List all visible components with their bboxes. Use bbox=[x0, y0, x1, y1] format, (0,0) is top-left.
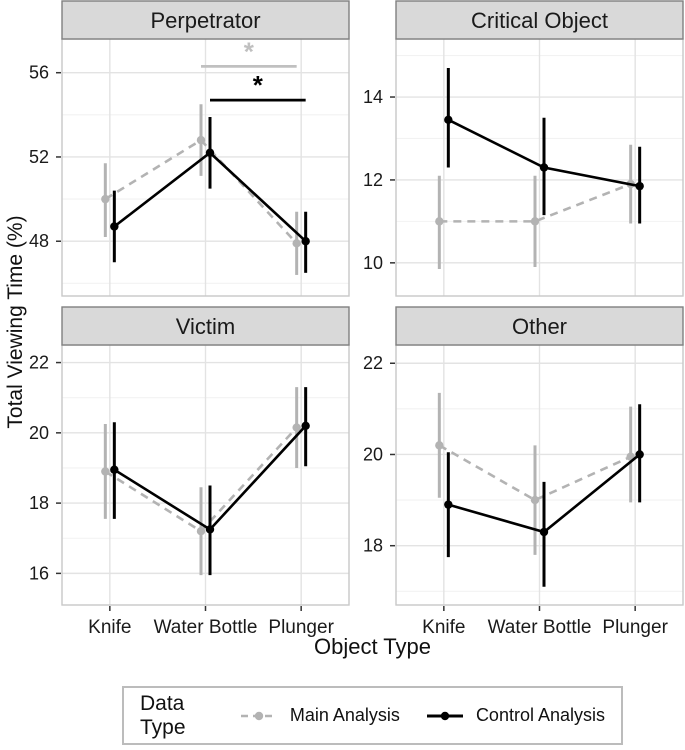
legend-title: Data Type bbox=[140, 691, 186, 739]
faceted-line-chart: 48 52 56 * * Perpetrator 10 12 14 Critical Object… bbox=[29, 0, 684, 638]
facet-critical-object: 10 12 14 Critical Object bbox=[363, 0, 684, 297]
data-point bbox=[301, 237, 310, 246]
data-point bbox=[444, 500, 453, 509]
y-tick-label: 18 bbox=[363, 536, 383, 556]
x-tick-label: Knife bbox=[88, 617, 131, 638]
legend-entry-label: Control Analysis bbox=[475, 705, 605, 725]
data-point bbox=[635, 181, 644, 191]
facet-title: Victim bbox=[176, 314, 236, 339]
y-axis-title: Total Viewing Time (%) bbox=[4, 215, 27, 429]
y-tick-label: 52 bbox=[29, 147, 49, 167]
data-point bbox=[110, 222, 119, 231]
facet-other: 18 20 22 Knife Water Bottle Plunger Other bbox=[363, 306, 684, 638]
y-tick-label: 10 bbox=[363, 253, 383, 273]
facet-title: Perpetrator bbox=[150, 8, 260, 33]
data-point bbox=[196, 527, 206, 536]
data-point bbox=[530, 495, 540, 505]
facet-title: Other bbox=[512, 314, 567, 339]
facet-strip bbox=[395, 0, 684, 40]
series-line bbox=[439, 182, 632, 223]
facet-perpetrator: 48 52 56 * * Perpetrator bbox=[29, 0, 350, 297]
data-point bbox=[205, 148, 215, 157]
y-tick-label: 22 bbox=[29, 353, 49, 373]
data-point bbox=[539, 527, 549, 537]
data-point bbox=[292, 423, 301, 432]
y-tick-label: 20 bbox=[363, 444, 383, 464]
y-tick-label: 48 bbox=[29, 231, 49, 251]
facet-strip bbox=[61, 306, 350, 346]
data-point bbox=[110, 465, 119, 474]
y-tick-label: 18 bbox=[29, 493, 49, 513]
data-point bbox=[539, 163, 549, 172]
data-point bbox=[444, 115, 453, 125]
data-point bbox=[635, 450, 644, 459]
y-tick-label: 12 bbox=[363, 170, 383, 190]
x-tick-label: Knife bbox=[422, 617, 465, 638]
legend-entry-label: Main Analysis bbox=[289, 705, 400, 725]
data-point bbox=[301, 421, 310, 431]
facet-title: Critical Object bbox=[471, 8, 608, 33]
x-axis-title: Object Type bbox=[314, 634, 431, 659]
legend: Data Type Main Analysis Control Analysis bbox=[122, 686, 623, 745]
x-tick-label: Water Bottle bbox=[154, 617, 258, 638]
significance-asterisk: * bbox=[253, 70, 264, 100]
data-point bbox=[530, 217, 540, 226]
legend-entry-main-analysis: Main Analysis bbox=[240, 705, 400, 726]
data-point bbox=[435, 441, 444, 450]
data-point bbox=[101, 467, 110, 476]
significance-asterisk: * bbox=[244, 36, 255, 66]
x-tick-label: Plunger bbox=[268, 617, 334, 638]
facet-strip bbox=[61, 0, 350, 40]
data-point bbox=[292, 239, 301, 248]
data-point bbox=[205, 525, 215, 534]
legend-key-dashed-line-icon bbox=[240, 711, 277, 720]
y-tick-label: 56 bbox=[29, 63, 49, 83]
y-tick-label: 20 bbox=[29, 423, 49, 443]
legend-entry-control-analysis: Control Analysis bbox=[426, 705, 605, 726]
data-point bbox=[196, 135, 206, 145]
facet-victim: 16 18 20 22 Knife Water Bottle Plunger Victim bbox=[29, 306, 350, 638]
y-tick-label: 14 bbox=[363, 87, 383, 107]
data-point bbox=[101, 194, 110, 204]
legend-key-solid-line-icon bbox=[426, 711, 463, 720]
y-tick-label: 22 bbox=[363, 353, 383, 373]
data-point bbox=[435, 217, 444, 226]
x-tick-label: Plunger bbox=[602, 617, 668, 638]
x-tick-label: Water Bottle bbox=[488, 617, 592, 638]
y-tick-label: 16 bbox=[29, 563, 49, 583]
facet-strip bbox=[395, 306, 684, 346]
